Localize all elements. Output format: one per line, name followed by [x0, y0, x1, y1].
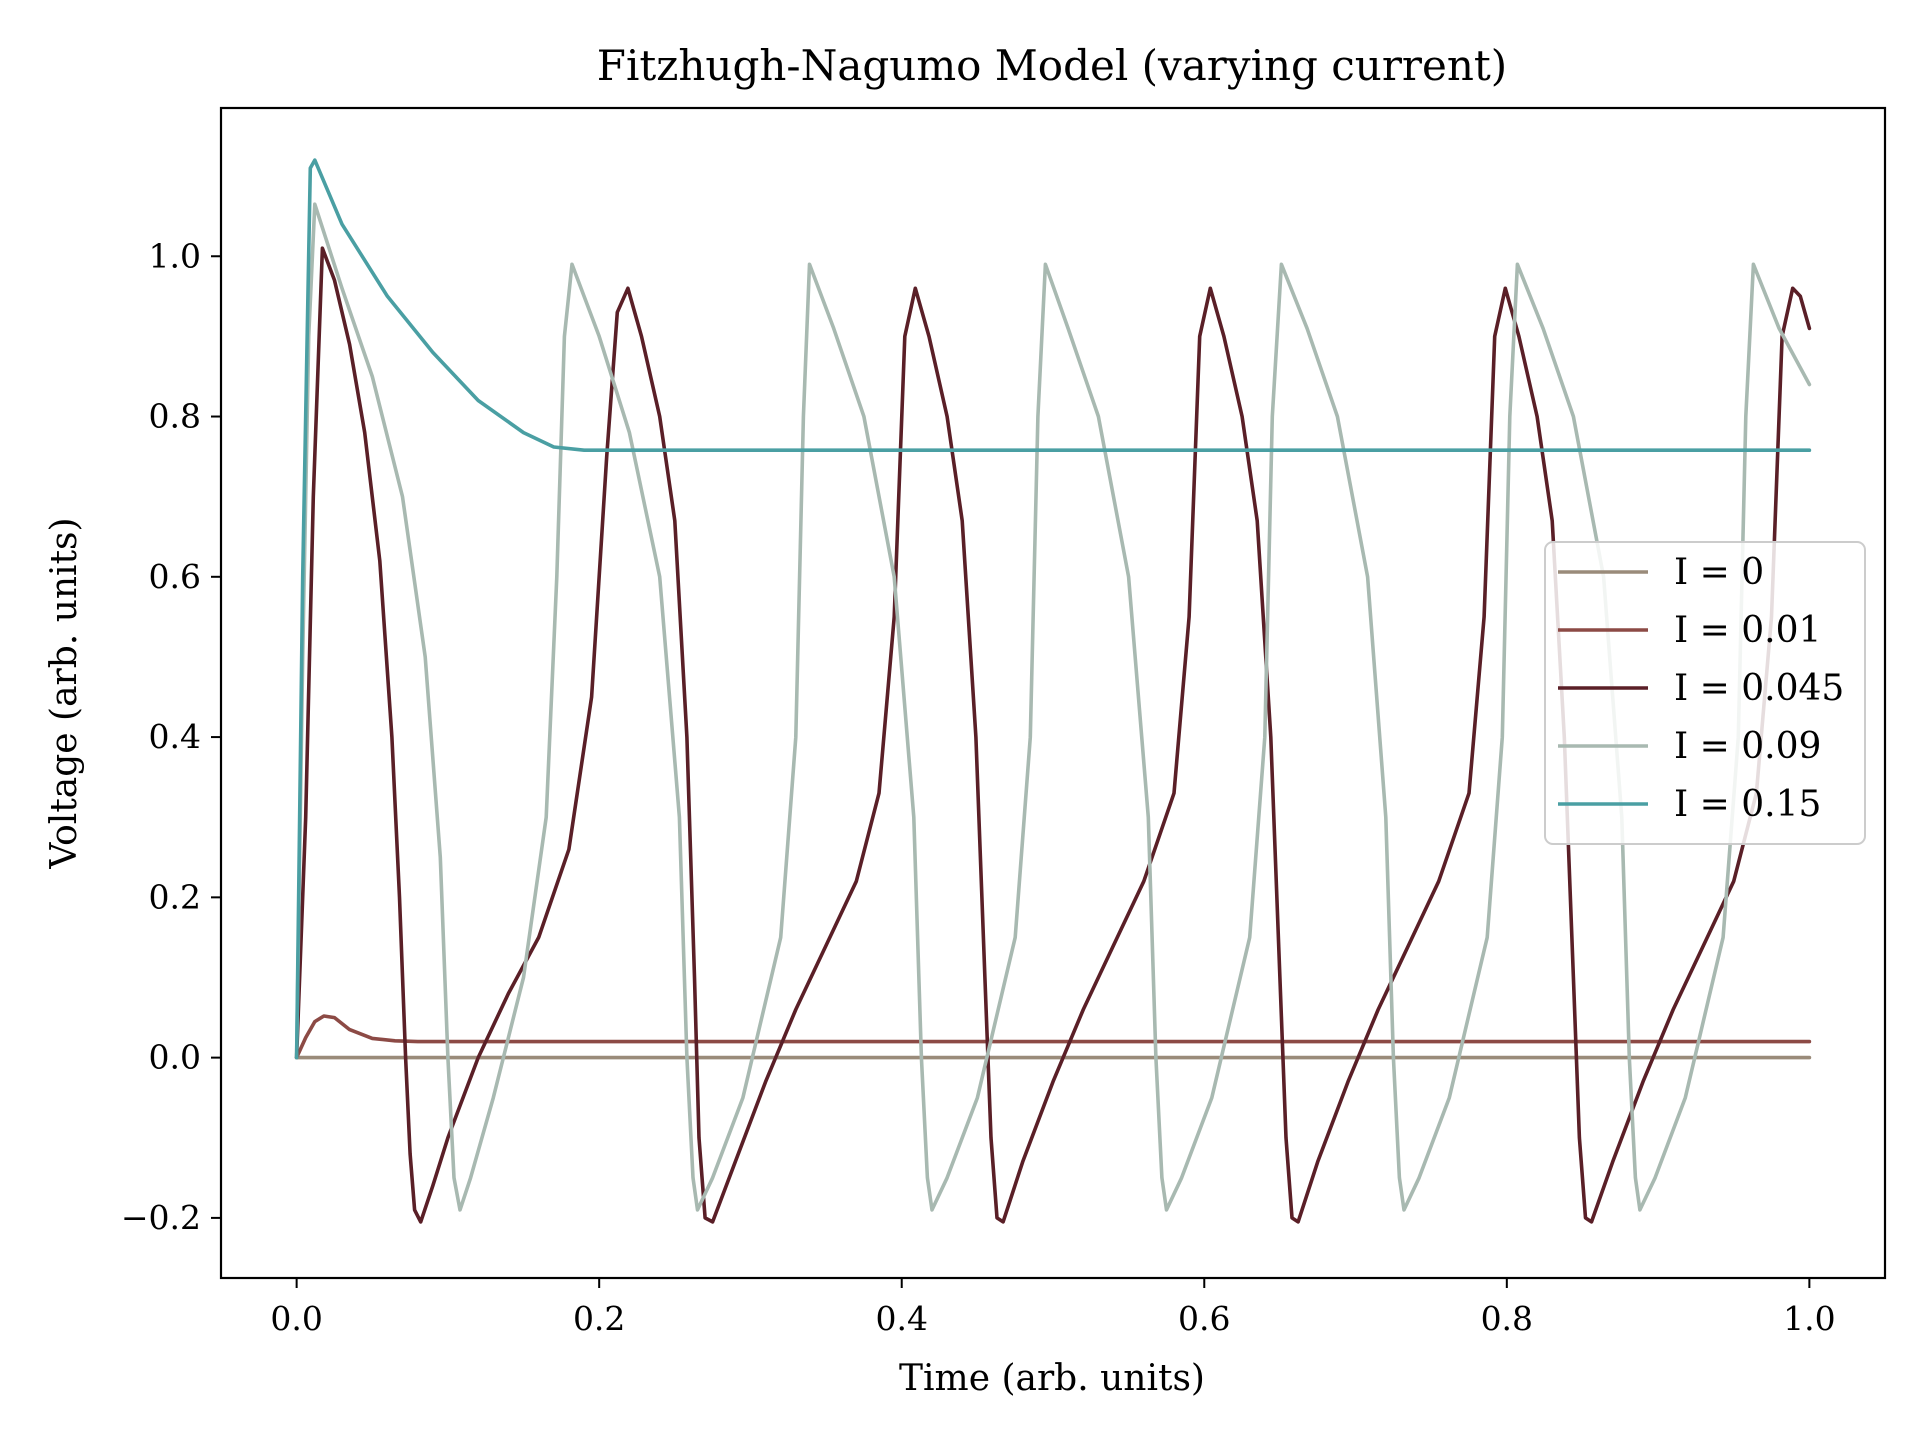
y-axis-label: Voltage (arb. units): [44, 517, 85, 869]
legend-label-1: I = 0.01: [1674, 610, 1821, 651]
y-tick-label: 0.2: [149, 877, 201, 916]
x-axis: 0.0 0.2 0.4 0.6 0.8 1.0: [270, 1278, 1836, 1338]
legend-label-0: I = 0: [1674, 552, 1764, 593]
legend-label-3: I = 0.09: [1674, 726, 1821, 767]
x-tick-label: 1.0: [1783, 1299, 1835, 1338]
series-line-3: [294, 202, 1812, 1212]
x-tick-label: 0.8: [1481, 1299, 1533, 1338]
legend-box: [1544, 541, 1866, 845]
x-tick-label: 0.6: [1178, 1299, 1230, 1338]
x-tick-label: 0.4: [875, 1299, 927, 1338]
legend-label-4: I = 0.15: [1674, 784, 1821, 825]
y-tick-label: 0.4: [149, 717, 201, 756]
y-tick-label: 1.0: [149, 236, 201, 275]
legend: I = 0 I = 0.01 I = 0.045 I = 0.09 I = 0.15: [1544, 541, 1866, 845]
y-tick-label: −0.2: [121, 1198, 201, 1237]
y-axis: −0.2 0.0 0.2 0.4 0.6 0.8 1.0: [121, 236, 221, 1237]
chart-title: Fitzhugh-Nagumo Model (varying current): [597, 41, 1507, 90]
series-line-4: [294, 158, 1812, 1060]
y-tick-label: 0.0: [149, 1038, 201, 1077]
y-tick-label: 0.8: [149, 397, 201, 436]
x-tick-label: 0.2: [573, 1299, 625, 1338]
y-tick-label: 0.6: [149, 557, 201, 596]
plot-frame: [219, 106, 1887, 1280]
x-axis-label: Time (arb. units): [899, 1358, 1205, 1399]
x-tick-label: 0.0: [270, 1299, 322, 1338]
legend-label-2: I = 0.045: [1674, 668, 1844, 709]
